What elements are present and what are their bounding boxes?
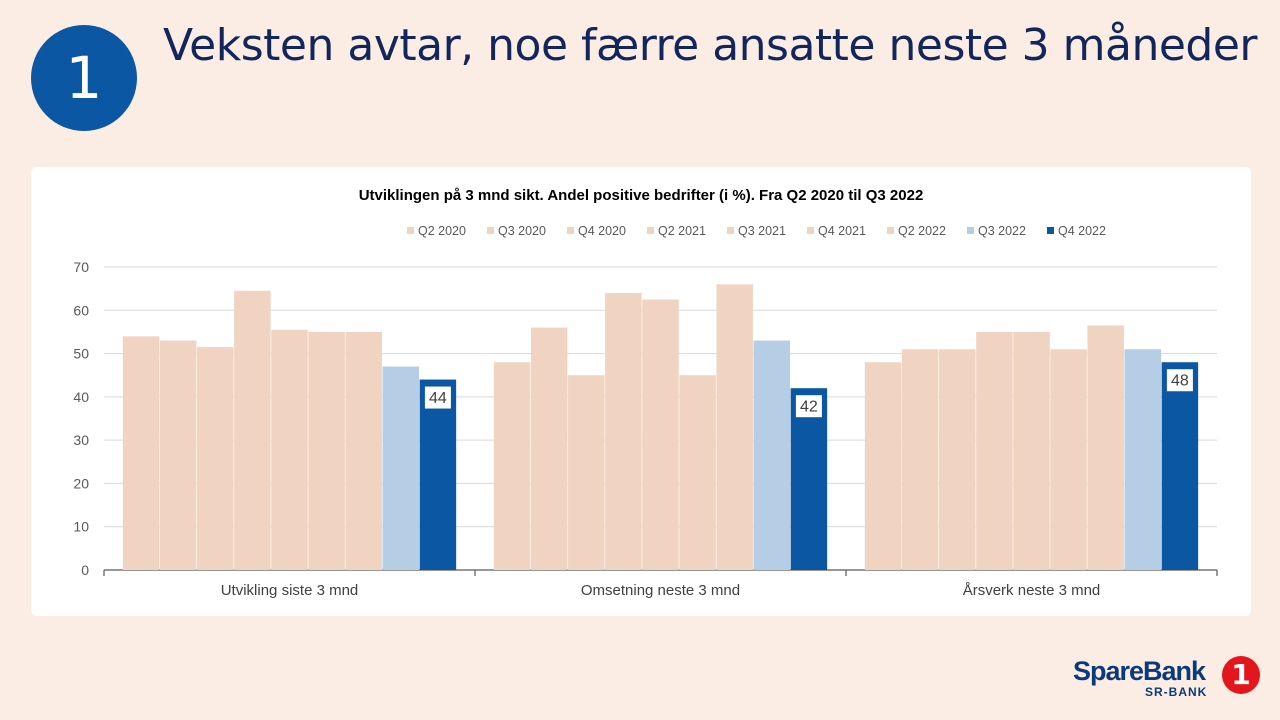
y-tick-label-70: 70 bbox=[73, 259, 89, 275]
bar-0-8 bbox=[419, 379, 457, 570]
bar-1-7 bbox=[753, 340, 791, 570]
legend-label-6: Q2 2022 bbox=[898, 224, 946, 238]
legend-swatch-3 bbox=[647, 227, 654, 234]
legend-label-1: Q3 2020 bbox=[498, 224, 546, 238]
legend-swatch-2 bbox=[567, 227, 574, 234]
legend-swatch-1 bbox=[487, 227, 494, 234]
page-title: Veksten avtar, noe færre ansatte neste 3… bbox=[163, 20, 1258, 71]
bar-1-1 bbox=[530, 327, 568, 570]
bar-1-8 bbox=[790, 388, 828, 570]
bar-0-4 bbox=[271, 329, 308, 570]
bar-2-1 bbox=[901, 349, 939, 570]
x-category-label-1: Omsetning neste 3 mnd bbox=[581, 582, 740, 599]
chart-card: Utviklingen på 3 mnd sikt. Andel positiv… bbox=[31, 167, 1251, 616]
data-label-box-0 bbox=[424, 386, 451, 409]
data-label-0: 44 bbox=[429, 390, 447, 407]
logo-subtitle: SR-BANK bbox=[1145, 685, 1208, 699]
legend-label-4: Q3 2021 bbox=[738, 224, 786, 238]
bar-2-6 bbox=[1087, 325, 1124, 570]
bar-1-5 bbox=[679, 375, 716, 570]
legend-label-2: Q4 2020 bbox=[578, 224, 626, 238]
legend-swatch-6 bbox=[887, 227, 894, 234]
data-label-box-2 bbox=[1166, 369, 1193, 392]
bar-0-3 bbox=[234, 290, 271, 570]
logo-wordmark: SpareBank bbox=[1073, 656, 1206, 686]
data-label-2: 48 bbox=[1171, 373, 1189, 390]
bar-1-3 bbox=[605, 292, 642, 570]
slide-number: 1 bbox=[65, 44, 103, 112]
bar-0-6 bbox=[345, 331, 382, 570]
y-tick-label-0: 0 bbox=[81, 562, 89, 578]
data-label-box-1 bbox=[795, 395, 822, 418]
bar-1-0 bbox=[493, 362, 531, 570]
legend-swatch-4 bbox=[727, 227, 734, 234]
y-tick-label-30: 30 bbox=[73, 432, 89, 448]
bar-chart: Utviklingen på 3 mnd sikt. Andel positiv… bbox=[73, 187, 1218, 599]
logo-mark-icon: 1 bbox=[1222, 656, 1260, 694]
legend-label-5: Q4 2021 bbox=[818, 224, 866, 238]
bar-2-5 bbox=[1050, 349, 1087, 570]
legend-swatch-7 bbox=[967, 227, 974, 234]
x-category-label-0: Utvikling siste 3 mnd bbox=[221, 582, 359, 599]
legend-swatch-8 bbox=[1047, 227, 1054, 234]
bar-1-4 bbox=[642, 299, 679, 570]
legend-label-8: Q4 2022 bbox=[1058, 224, 1106, 238]
y-tick-label-60: 60 bbox=[73, 302, 89, 318]
bar-2-3 bbox=[976, 331, 1013, 570]
y-tick-label-10: 10 bbox=[73, 519, 89, 535]
y-tick-label-40: 40 bbox=[73, 389, 89, 405]
legend-swatch-5 bbox=[807, 227, 814, 234]
logo-mark-number: 1 bbox=[1231, 658, 1251, 691]
legend-label-7: Q3 2022 bbox=[978, 224, 1026, 238]
bar-0-1 bbox=[159, 340, 197, 570]
data-label-1: 42 bbox=[800, 399, 818, 416]
bar-0-7 bbox=[382, 366, 420, 570]
slide-number-badge: 1 bbox=[31, 25, 137, 131]
bar-2-7 bbox=[1124, 349, 1162, 570]
bar-0-2 bbox=[197, 347, 234, 570]
chart-title: Utviklingen på 3 mnd sikt. Andel positiv… bbox=[359, 187, 924, 204]
legend-label-0: Q2 2020 bbox=[418, 224, 466, 238]
bar-0-0 bbox=[122, 336, 160, 570]
bar-0-5 bbox=[308, 331, 345, 570]
y-tick-label-20: 20 bbox=[73, 475, 89, 491]
x-category-label-2: Årsverk neste 3 mnd bbox=[963, 582, 1101, 599]
bar-2-0 bbox=[864, 362, 902, 570]
y-tick-label-50: 50 bbox=[73, 346, 89, 362]
legend-swatch-0 bbox=[407, 227, 414, 234]
bar-2-2 bbox=[939, 349, 976, 570]
bar-2-4 bbox=[1013, 331, 1050, 570]
legend-label-3: Q2 2021 bbox=[658, 224, 706, 238]
bar-1-2 bbox=[568, 375, 605, 570]
sparebank-logo: SpareBank SR-BANK 1 bbox=[1073, 656, 1263, 702]
bar-2-8 bbox=[1161, 362, 1199, 570]
bar-1-6 bbox=[716, 284, 753, 570]
